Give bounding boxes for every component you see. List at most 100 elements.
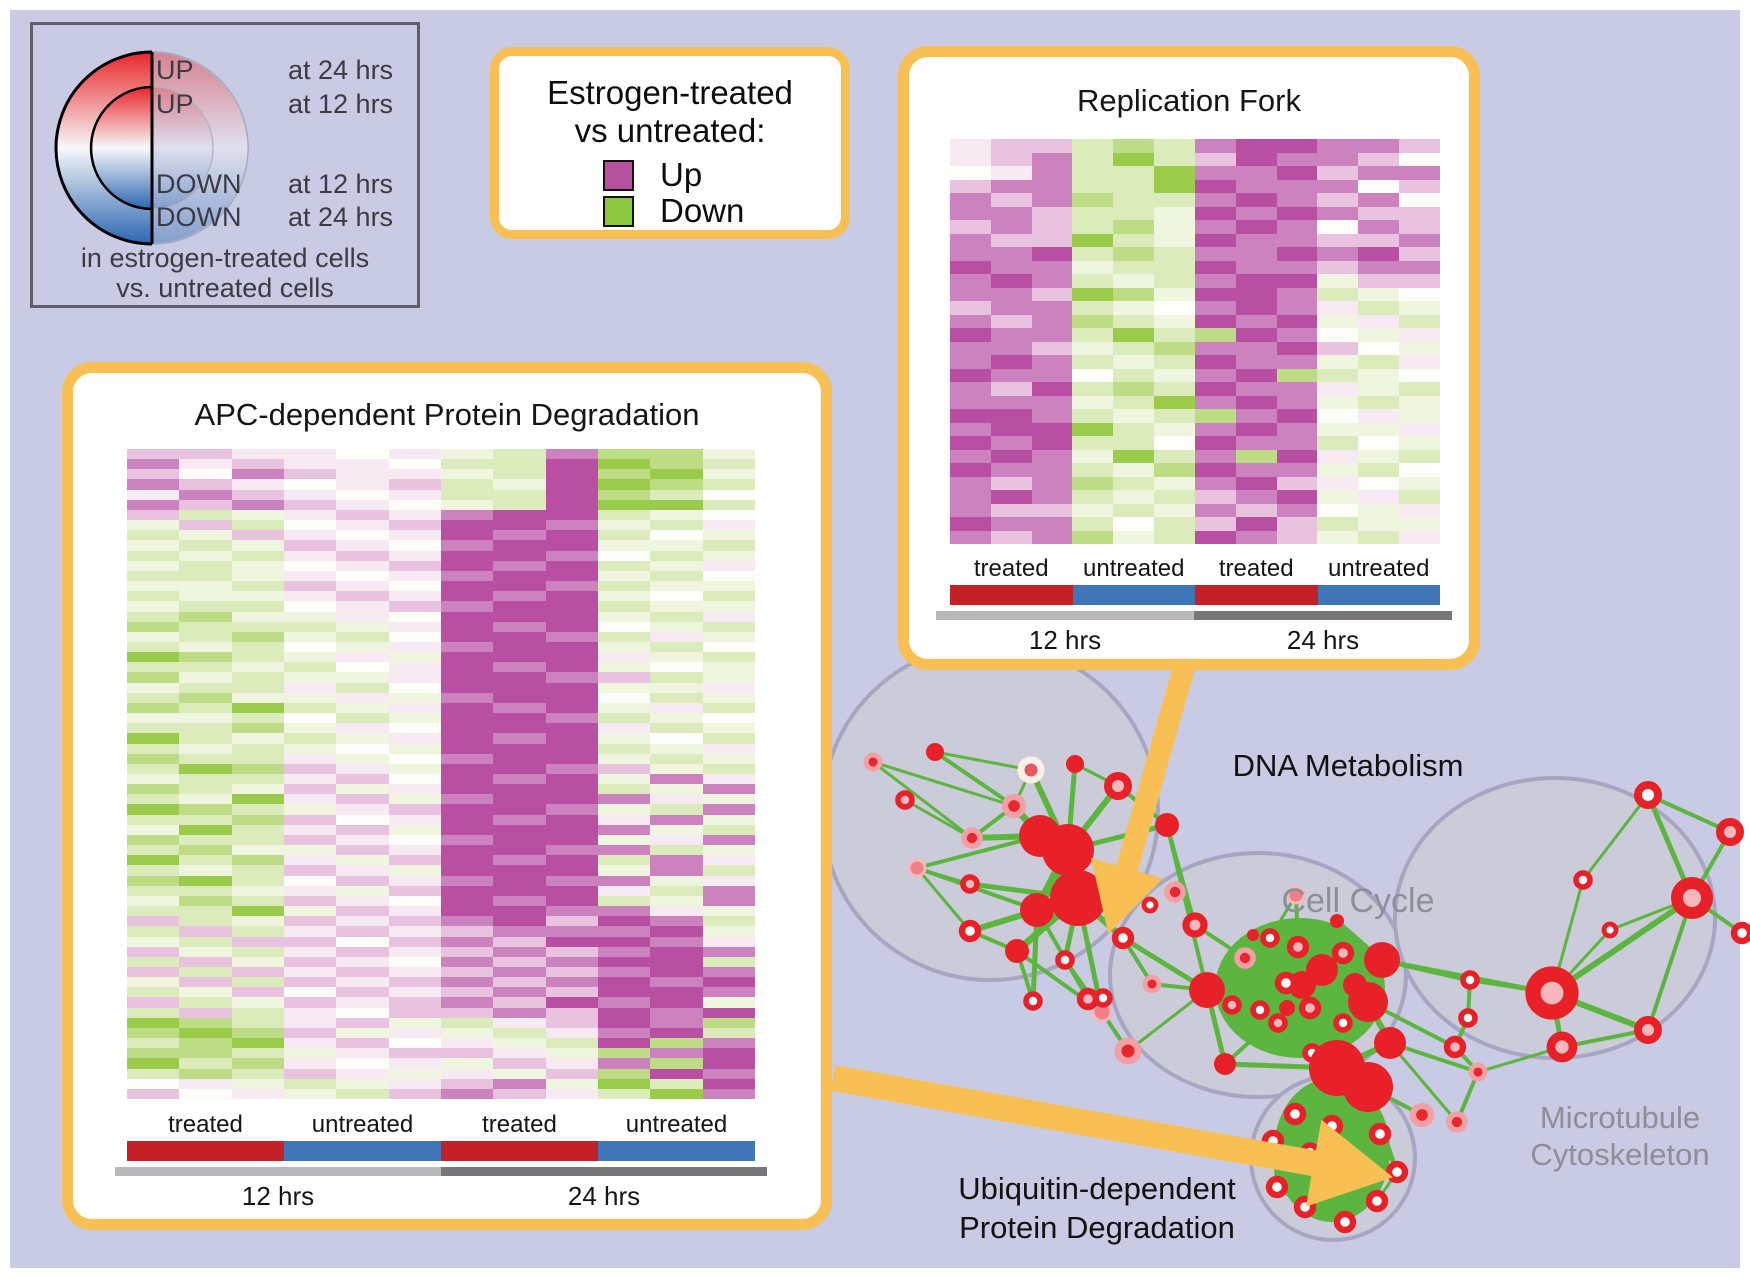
heatmap-cell: [493, 1068, 546, 1079]
heatmap-cell: [283, 1058, 337, 1069]
heatmap-cell: [231, 987, 284, 998]
network-node: [1283, 1102, 1307, 1126]
heatmap-cell: [545, 774, 598, 785]
heatmap-cell: [650, 1068, 703, 1079]
heatmap-cell: [1194, 517, 1236, 531]
legend-item-down: Down: [603, 192, 744, 230]
heatmap-cell: [231, 1038, 284, 1049]
network-node: [1104, 772, 1132, 800]
heatmap-cell: [1358, 382, 1400, 396]
heatmap-cell: [440, 672, 494, 683]
heatmap-cell: [1113, 503, 1155, 517]
heatmap-cell: [127, 459, 180, 470]
heatmap-cell: [388, 601, 441, 612]
network-edge: [872, 760, 973, 840]
heatmap-cell: [1235, 301, 1277, 315]
heatmap-cell: [179, 845, 232, 856]
heatmap-cell: [1194, 247, 1236, 261]
heatmap-cell: [179, 743, 232, 754]
heatmap-cell: [179, 1027, 232, 1039]
heatmap-cell: [1358, 409, 1400, 423]
heatmap-cell: [231, 713, 284, 724]
heatmap-cell: [1072, 287, 1114, 301]
heatmap-cell: [597, 641, 651, 653]
heatmap-cell: [1113, 530, 1155, 544]
heatmap-cell: [545, 570, 598, 582]
heatmap-cell: [283, 763, 337, 774]
heatmap-cell: [1113, 517, 1155, 531]
heatmap-cell: [336, 702, 389, 714]
heatmap-cell: [440, 489, 494, 500]
rf-bar-treated-12: [950, 585, 1073, 605]
heatmap-cell: [1317, 166, 1359, 180]
heatmap-cell: [127, 946, 180, 957]
heatmap-cell: [179, 672, 232, 683]
heatmap-cell: [990, 179, 1032, 193]
heatmap-cell: [388, 895, 441, 907]
heatmap-cell: [702, 1048, 755, 1059]
heatmap-cell: [597, 692, 651, 703]
heatmap-cell: [1154, 301, 1195, 315]
heatmap-cell: [950, 409, 991, 423]
cluster-label-0: DNA Metabolism: [1233, 748, 1464, 783]
heatmap-cell: [1276, 382, 1318, 396]
heatmap-cell: [231, 885, 284, 896]
heatmap-cell: [650, 987, 703, 998]
rf-label-12hrs: 12 hrs: [1028, 625, 1102, 655]
heatmap-cell: [388, 824, 441, 835]
heatmap-cell: [990, 490, 1032, 504]
heatmap-cell: [336, 449, 389, 460]
heatmap-cell: [702, 611, 755, 622]
heatmap-cell: [493, 652, 546, 663]
heatmap-cell: [650, 672, 703, 683]
heatmap-cell: [388, 530, 441, 541]
heatmap-cell: [127, 814, 180, 825]
heatmap-cell: [388, 499, 441, 510]
heatmap-cell: [127, 845, 180, 856]
heatmap-cell: [950, 166, 991, 180]
heatmap-cell: [231, 774, 284, 785]
heatmap-cell: [950, 490, 991, 504]
heatmap-cell: [493, 926, 546, 937]
heatmap-cell: [283, 449, 337, 460]
heatmap-cell: [1072, 193, 1114, 207]
heatmap-cell: [650, 611, 703, 622]
heatmap-cell: [650, 743, 703, 754]
heatmap-cell: [336, 946, 389, 957]
heatmap-cell: [1399, 139, 1440, 153]
heatmap-cell: [650, 1038, 703, 1049]
heatmap-cell: [179, 763, 232, 774]
heatmap-cell: [1235, 503, 1277, 517]
heatmap-cell: [127, 1048, 180, 1059]
heatmap-cell: [1113, 341, 1155, 355]
heatmap-cell: [127, 1068, 180, 1079]
heatmap-cell: [388, 631, 441, 642]
apc-panel: APC-dependent Protein Degradation treate…: [62, 362, 832, 1230]
time-24b: at 24 hrs: [288, 202, 393, 232]
network-node: [1546, 1031, 1578, 1063]
heatmap-cell: [702, 865, 755, 876]
heatmap-cell: [1031, 179, 1073, 193]
heatmap-cell: [950, 355, 991, 369]
heatmap-cell: [1072, 341, 1114, 355]
heatmap-cell: [336, 1017, 389, 1028]
heatmap-cell: [179, 987, 232, 998]
heatmap-cell: [336, 926, 389, 937]
network-node: [1247, 929, 1259, 941]
heatmap-cell: [231, 865, 284, 876]
heatmap-cell: [597, 499, 651, 510]
heatmap-cell: [440, 1058, 494, 1069]
heatmap-cell: [283, 682, 337, 693]
heatmap-cell: [1031, 436, 1073, 450]
heatmap-cell: [597, 956, 651, 967]
heatmap-cell: [702, 1027, 755, 1039]
heatmap-cell: [336, 814, 389, 825]
heatmap-cell: [1235, 436, 1277, 450]
heatmap-cell: [1358, 260, 1400, 274]
heatmap-cell: [179, 1017, 232, 1028]
heatmap-cell: [650, 641, 703, 653]
heatmap-cell: [597, 753, 651, 764]
heatmap-cell: [283, 926, 337, 937]
heatmap-cell: [1399, 382, 1440, 396]
heatmap-cell: [1317, 260, 1359, 274]
